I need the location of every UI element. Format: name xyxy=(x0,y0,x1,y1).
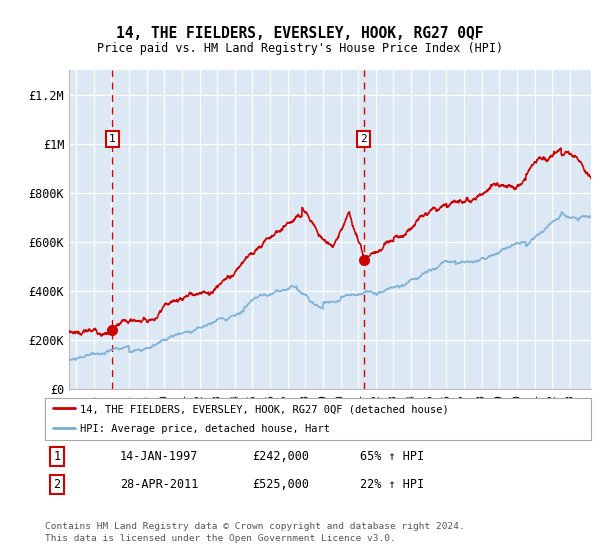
Text: 1: 1 xyxy=(53,450,61,463)
Text: £242,000: £242,000 xyxy=(252,450,309,463)
Text: 2: 2 xyxy=(361,134,367,144)
Bar xyxy=(587,70,591,389)
Text: Price paid vs. HM Land Registry's House Price Index (HPI): Price paid vs. HM Land Registry's House … xyxy=(97,42,503,55)
Text: 1: 1 xyxy=(109,134,115,144)
Text: 65% ↑ HPI: 65% ↑ HPI xyxy=(360,450,424,463)
Text: 14, THE FIELDERS, EVERSLEY, HOOK, RG27 0QF (detached house): 14, THE FIELDERS, EVERSLEY, HOOK, RG27 0… xyxy=(80,404,449,414)
Text: Contains HM Land Registry data © Crown copyright and database right 2024.
This d: Contains HM Land Registry data © Crown c… xyxy=(45,522,465,543)
Text: £525,000: £525,000 xyxy=(252,478,309,491)
Text: 2: 2 xyxy=(53,478,61,491)
Text: HPI: Average price, detached house, Hart: HPI: Average price, detached house, Hart xyxy=(80,424,331,434)
Text: 28-APR-2011: 28-APR-2011 xyxy=(120,478,199,491)
Text: 22% ↑ HPI: 22% ↑ HPI xyxy=(360,478,424,491)
Text: 14, THE FIELDERS, EVERSLEY, HOOK, RG27 0QF: 14, THE FIELDERS, EVERSLEY, HOOK, RG27 0… xyxy=(116,26,484,41)
Text: 14-JAN-1997: 14-JAN-1997 xyxy=(120,450,199,463)
